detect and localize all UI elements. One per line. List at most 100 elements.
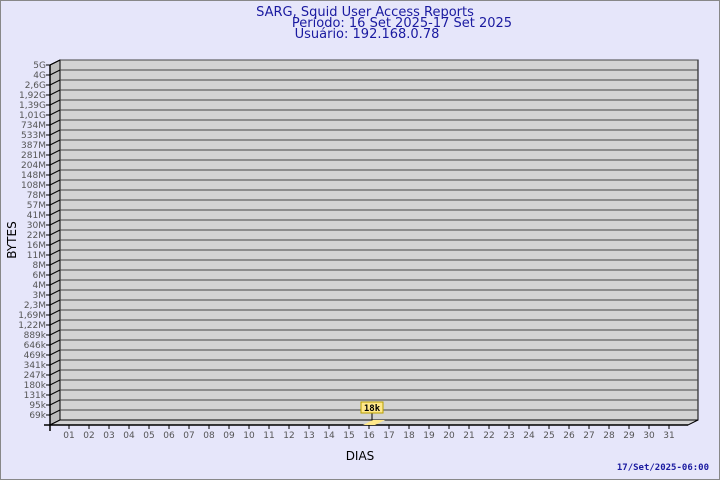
x-tick-label: 20 bbox=[443, 431, 455, 441]
gridline-diagonal bbox=[49, 409, 61, 416]
y-tick-label: 78M bbox=[27, 191, 46, 201]
gridline-diagonal bbox=[49, 99, 61, 106]
y-tick-label: 8M bbox=[33, 261, 47, 271]
gridline-diagonal bbox=[49, 299, 61, 306]
y-tick-label: 734M bbox=[21, 121, 46, 131]
y-tick-label: 469k bbox=[24, 351, 47, 361]
gridline-diagonal bbox=[49, 269, 61, 276]
x-tick-label: 11 bbox=[263, 431, 274, 441]
y-tick-label: 1,22M bbox=[18, 321, 46, 331]
gridline-diagonal bbox=[49, 259, 61, 266]
x-tick-label: 08 bbox=[203, 431, 215, 441]
y-tick-label: 1,39G bbox=[19, 101, 46, 111]
y-tick-label: 131k bbox=[24, 391, 47, 401]
gridline-diagonal bbox=[49, 329, 61, 336]
y-tick-label: 95k bbox=[29, 401, 46, 411]
y-tick-label: 341k bbox=[24, 361, 47, 371]
y-tick-label: 2,3M bbox=[24, 301, 46, 311]
y-tick-label: 5G bbox=[33, 61, 46, 71]
x-tick-label: 13 bbox=[303, 431, 314, 441]
gridline-diagonal bbox=[49, 369, 61, 376]
gridline-diagonal bbox=[49, 69, 61, 76]
gridline-diagonal bbox=[49, 279, 61, 286]
x-tick-label: 23 bbox=[503, 431, 514, 441]
x-tick-label: 16 bbox=[363, 431, 375, 441]
y-tick-label: 1,01G bbox=[19, 111, 46, 121]
x-tick-label: 15 bbox=[343, 431, 354, 441]
y-tick-label: 646k bbox=[24, 341, 47, 351]
x-axis-label: DIAS bbox=[346, 449, 375, 463]
gridline-diagonal bbox=[49, 319, 61, 326]
gridline-diagonal bbox=[49, 189, 61, 196]
y-tick-label: 889k bbox=[24, 331, 47, 341]
gridline-diagonal bbox=[49, 149, 61, 156]
y-tick-label: 2,6G bbox=[25, 81, 46, 91]
gridline-diagonal bbox=[49, 199, 61, 206]
y-tick-label: 16M bbox=[27, 241, 46, 251]
x-tick-label: 02 bbox=[83, 431, 94, 441]
x-tick-label: 07 bbox=[183, 431, 194, 441]
x-tick-label: 27 bbox=[583, 431, 594, 441]
x-tick-label: 06 bbox=[163, 431, 175, 441]
x-tick-label: 17 bbox=[383, 431, 394, 441]
x-tick-label: 04 bbox=[123, 431, 135, 441]
x-tick-label: 25 bbox=[543, 431, 554, 441]
y-tick-label: 30M bbox=[27, 221, 46, 231]
y-tick-label: 1,92G bbox=[19, 91, 46, 101]
x-tick-label: 26 bbox=[563, 431, 575, 441]
x-tick-label: 30 bbox=[643, 431, 655, 441]
x-tick-label: 05 bbox=[143, 431, 154, 441]
bar-day-16 bbox=[363, 420, 385, 425]
x-tick-label: 03 bbox=[103, 431, 114, 441]
x-tick-label: 14 bbox=[323, 431, 335, 441]
bar-label-box bbox=[360, 401, 384, 414]
y-tick-label: 4G bbox=[33, 71, 46, 81]
gridline-diagonal bbox=[49, 159, 61, 166]
x-tick-label: 22 bbox=[483, 431, 494, 441]
x-tick-label: 18 bbox=[403, 431, 415, 441]
y-tick-label: 57M bbox=[27, 201, 46, 211]
timestamp: 17/Set/2025-06:00 bbox=[617, 463, 709, 473]
gridline-diagonal bbox=[49, 169, 61, 176]
y-tick-label: 281M bbox=[21, 151, 46, 161]
y-tick-label: 6M bbox=[33, 271, 47, 281]
gridline-diagonal bbox=[49, 389, 61, 396]
gridline-diagonal bbox=[49, 289, 61, 296]
chart-subtitle-period: Período: 16 Set 2025-17 Set 2025 bbox=[292, 16, 512, 31]
chart-title: SARG, Squid User Access Reports bbox=[256, 5, 474, 20]
y-tick-label: 387M bbox=[21, 141, 46, 151]
gridline-diagonal bbox=[49, 219, 61, 226]
x-tick-label: 29 bbox=[623, 431, 635, 441]
gridline-diagonal bbox=[49, 59, 61, 66]
y-tick-label: 148M bbox=[21, 171, 46, 181]
x-tick-label: 10 bbox=[243, 431, 255, 441]
gridline-diagonal bbox=[49, 229, 61, 236]
x-tick-label: 09 bbox=[223, 431, 235, 441]
y-tick-label: 533M bbox=[21, 131, 46, 141]
y-tick-label: 204M bbox=[21, 161, 46, 171]
x-tick-label: 31 bbox=[663, 431, 674, 441]
y-tick-label: 22M bbox=[27, 231, 46, 241]
gridline-diagonal bbox=[49, 309, 61, 316]
gridline-diagonal bbox=[49, 139, 61, 146]
gridline-diagonal bbox=[49, 89, 61, 96]
x-tick-label: 21 bbox=[463, 431, 474, 441]
gridline-diagonal bbox=[49, 339, 61, 346]
y-tick-label: 1,69M bbox=[18, 311, 46, 321]
gridline-diagonal bbox=[49, 379, 61, 386]
gridline-diagonal bbox=[49, 79, 61, 86]
y-tick-label: 247k bbox=[24, 371, 47, 381]
y-axis-label: BYTES bbox=[5, 221, 19, 258]
x-tick-label: 28 bbox=[603, 431, 615, 441]
y-tick-label: 180k bbox=[24, 381, 47, 391]
gridline-diagonal bbox=[49, 109, 61, 116]
y-tick-label: 11M bbox=[27, 251, 46, 261]
gridline-diagonal bbox=[49, 119, 61, 126]
gridline-diagonal bbox=[49, 179, 61, 186]
y-tick-label: 41M bbox=[27, 211, 46, 221]
gridline-diagonal bbox=[49, 359, 61, 366]
chart-subtitle-user: Usuário: 192.168.0.78 bbox=[295, 27, 440, 42]
y-tick-label: 69k bbox=[29, 411, 46, 421]
x-tick-label: 24 bbox=[523, 431, 535, 441]
